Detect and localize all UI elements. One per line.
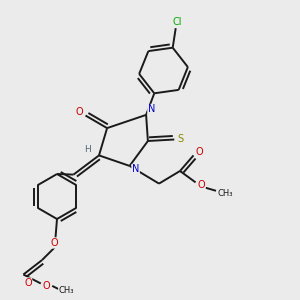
Text: O: O	[75, 107, 83, 117]
Text: S: S	[178, 134, 184, 144]
Text: O: O	[24, 278, 32, 288]
Text: O: O	[197, 180, 205, 190]
Text: O: O	[43, 281, 51, 291]
Text: N: N	[132, 164, 139, 175]
Text: N: N	[148, 104, 155, 115]
Text: H: H	[84, 146, 91, 154]
Text: O: O	[51, 238, 58, 248]
Text: Cl: Cl	[172, 16, 182, 27]
Text: CH₃: CH₃	[59, 286, 74, 295]
Text: CH₃: CH₃	[218, 189, 233, 198]
Text: O: O	[195, 147, 203, 157]
